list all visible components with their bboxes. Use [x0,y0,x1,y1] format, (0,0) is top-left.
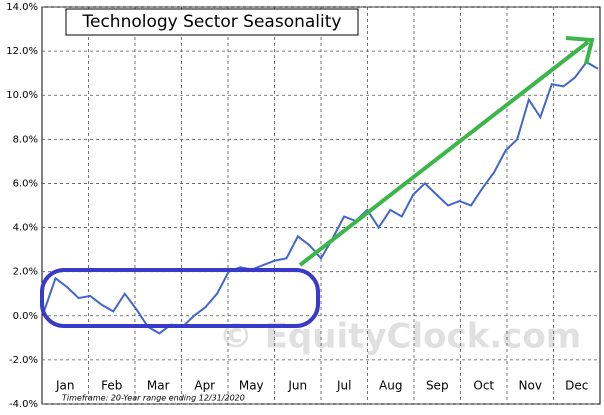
title-box [65,8,359,36]
chart-title: Technology Sector Seasonality [82,12,342,32]
x-tick-label: Feb [101,379,122,393]
y-tick-label: 0.0% [13,311,38,322]
highlight-box [40,268,320,328]
x-tick-label: Jul [336,379,351,393]
y-tick-label: -2.0% [9,355,38,366]
y-tick-label: 8.0% [13,134,38,145]
x-tick-label: Jan [55,379,75,393]
watermark: © EquityClock.com [219,317,581,357]
y-tick-label: 14.0% [6,2,38,13]
y-tick-label: -4.0% [9,399,38,410]
y-tick-label: 6.0% [13,178,38,189]
x-tick-label: Sep [426,379,449,393]
x-tick-label: Oct [473,379,494,393]
x-tick-label: Apr [194,379,215,393]
footnote: Timeframe: 20-Year range ending 12/31/20… [62,394,245,403]
x-tick-label: Dec [565,379,588,393]
x-tick-label: Aug [379,379,402,393]
x-tick-label: Mar [147,379,170,393]
y-tick-label: 10.0% [6,90,38,101]
x-tick-label: Jun [287,379,307,393]
trend-arrow [298,40,590,267]
y-tick-label: 12.0% [6,46,38,57]
x-tick-label: Nov [519,379,542,393]
x-tick-label: May [239,379,264,393]
arrow-head [565,36,595,65]
y-tick-label: 4.0% [13,223,38,234]
series-line [43,60,599,335]
y-tick-label: 2.0% [13,267,38,278]
